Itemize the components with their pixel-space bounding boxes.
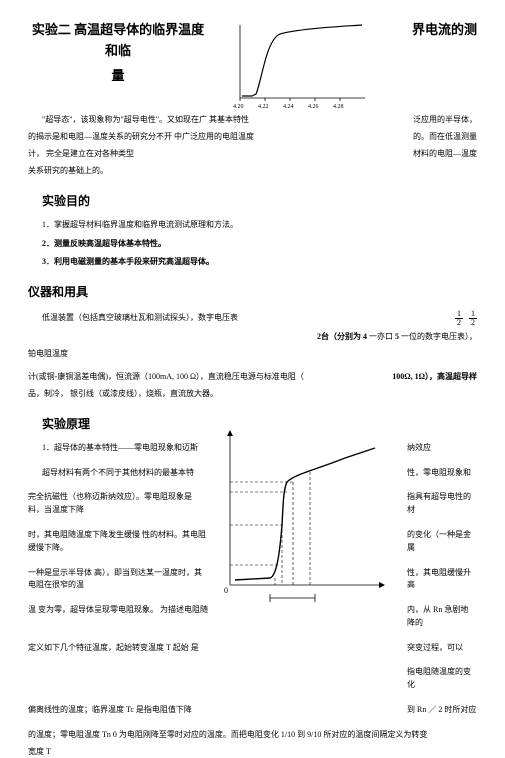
apparatus-p4: 品，制冷， 银引线（或漆皮线），烧瓶，直流放大器。 xyxy=(28,388,477,401)
section-apparatus: 仪器和用具 xyxy=(28,283,477,302)
intro-row-3: 计， 完全是建立在对各种类型 材料的电阻—温度 xyxy=(28,148,477,161)
pr9: 到 Rn ／ 2 时所对应 xyxy=(407,704,477,717)
xtick-1: 4.22 xyxy=(258,104,269,110)
pr4: 的变化（一种是金属 xyxy=(407,529,477,555)
apparatus-p3l: 计(或铜-康铜温差电偶)，恒流源（100mA, 100 Ω），直流稳压电源与标准… xyxy=(28,371,304,384)
frac-1: 1 2 xyxy=(455,310,463,327)
apparatus-row-1: 低温装置（包括真空玻璃杜瓦和测试探头），数字电压表 1 2 1 2 xyxy=(28,310,477,327)
title-right: 界电流的测 xyxy=(412,20,477,41)
title-sub: 量 xyxy=(28,66,208,87)
intro-p4: 关系研究的基础上的。 xyxy=(28,165,477,178)
pl8 xyxy=(28,666,208,692)
title-left: 实验二 高温超导体的临界温度和临 xyxy=(28,20,208,62)
intro-r3: 材料的电阻—温度 xyxy=(413,148,477,161)
intro-r1: 泛应用的半导体， xyxy=(413,114,477,127)
section-purpose: 实验目的 xyxy=(42,192,477,211)
intro-p1: "超导态"，该现象称为"超导电性"。又如现在广 其基本特性 xyxy=(42,114,249,127)
principle-last2: 宽度 T xyxy=(28,746,477,758)
pl2: 超导材料有两个不同于其他材料的最基本特 xyxy=(42,467,222,480)
apparatus-p1r: 1 2 1 2 xyxy=(455,310,477,327)
apparatus-p3r: 100Ω, 1Ω），高温超导样 xyxy=(392,371,477,384)
intro-r2: 的。而在低温测量 xyxy=(413,131,477,144)
pl3: 完全抗磁性（也称迈斯纳效应）。零电阻现象是 料，当温度下降 xyxy=(28,491,208,517)
apparatus-p1l: 低温装置（包括真空玻璃杜瓦和测试探头），数字电压表 xyxy=(42,312,238,325)
purpose-2: 2．测量反映高温超导体基本特性。 xyxy=(42,238,477,251)
pr5: 性，其电阻缓慢升高 xyxy=(407,567,477,593)
pr6: 内，从 Rn 急剧地 降的 xyxy=(407,604,477,630)
intro-row-1: "超导态"，该现象称为"超导电性"。又如现在广 其基本特性 泛应用的半导体， xyxy=(28,114,477,127)
apparatus-p1r-text: 2台（分别为 4 一亦口 5 一位的数字电压表）， xyxy=(317,331,477,344)
purpose-3: 3．利用电磁测量的基本手段来研究高温超导体。 xyxy=(42,256,477,269)
pl9: 偏离线性的温度；临界温度 Tc 是指电阻值下降 xyxy=(28,704,208,717)
apparatus-row-1b: 2台（分别为 4 一亦口 5 一位的数字电压表）， xyxy=(28,331,477,344)
intro-p3: 计， 完全是建立在对各种类型 xyxy=(28,148,134,161)
pr2: 性，零电阻现象和 xyxy=(407,467,477,480)
pr3: 指具有超导电性的材 xyxy=(407,491,477,517)
pl6: 温 变为零，超导体呈现零电阻现象。 为描述电阻随 xyxy=(28,604,208,630)
intro-row-2: 的揭示是和电阻—温度关系的研究分不开 中广泛应用的电阻温度 的。而在低温测量 xyxy=(28,131,477,144)
principle-block: 1．超导体的基本特性——零电阻现象和迈斯 纳效应 超导材料有两个不同于其他材料的最… xyxy=(28,442,477,717)
pl4: 时，其电阻随温度下降发生缓慢 性的材料。其电阻 缓慢下降。 xyxy=(28,529,208,555)
intro-p2: 的揭示是和电阻—温度关系的研究分不开 中广泛应用的电阻温度 xyxy=(28,131,254,144)
xtick-0: 4.20 xyxy=(233,104,244,110)
xtick-3: 4.26 xyxy=(308,104,319,110)
frac-2: 1 2 xyxy=(469,310,477,327)
pr1: 纳效应 xyxy=(407,442,477,455)
purpose-1: 1．掌握超导材料临界温度和临界电流测试原理和方法。 xyxy=(42,219,477,232)
xtick-4: 4.28 xyxy=(333,104,344,110)
xtick-2: 4.24 xyxy=(283,104,294,110)
pr8: 指电阻随温度的变化 xyxy=(407,666,477,692)
apparatus-p2: 铂电阻温度 xyxy=(28,348,477,361)
pr7: 突变过程，可以 xyxy=(407,642,477,655)
pl1: 1．超导体的基本特性——零电阻现象和迈斯 xyxy=(42,442,222,455)
apparatus-row-3: 计(或铜-康铜温差电偶)，恒流源（100mA, 100 Ω），直流稳压电源与标准… xyxy=(28,371,477,384)
pl7: 定义如下几个特征温度，起始转变温度 T 起始 是 xyxy=(28,642,208,655)
principle-last: 的温度；零电阻温度 Tn 0 为电阻刚降至零时对应的温度。而把电阻变化 1/10… xyxy=(28,729,477,742)
chart1: 4.20 4.22 4.24 4.26 4.28 xyxy=(230,20,370,110)
pl5: 一种是显示半导体 高），即当到达某一温度时，其电阻在很窄的温 xyxy=(28,567,208,593)
